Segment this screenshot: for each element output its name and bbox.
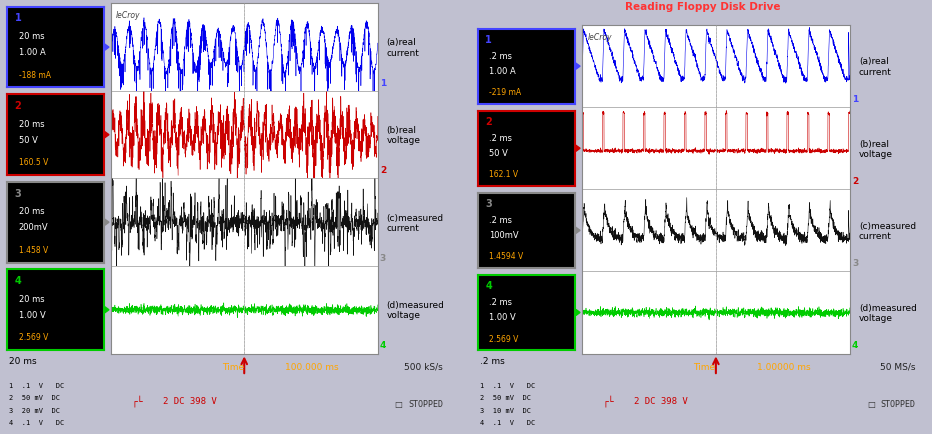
Text: 1: 1 [486, 35, 492, 45]
Text: (b)real
voltage: (b)real voltage [387, 126, 420, 145]
Text: 1.00 A: 1.00 A [19, 48, 46, 57]
Text: 2.569 V: 2.569 V [489, 334, 519, 343]
Text: 1.458 V: 1.458 V [19, 245, 48, 254]
Text: □: □ [867, 399, 875, 408]
Text: 2.569 V: 2.569 V [19, 332, 48, 342]
Text: Reading Floppy Disk Drive: Reading Floppy Disk Drive [624, 2, 780, 11]
Text: (a)real
current: (a)real current [387, 38, 419, 58]
Text: 4: 4 [852, 341, 858, 350]
Text: 1  .1  V   DC: 1 .1 V DC [480, 382, 535, 388]
Text: 1.4594 V: 1.4594 V [489, 252, 524, 261]
Polygon shape [104, 45, 109, 51]
Polygon shape [104, 220, 109, 226]
Text: Time: Time [222, 362, 244, 371]
Text: 4  .1  V   DC: 4 .1 V DC [9, 419, 64, 425]
Text: 4  .1  V   DC: 4 .1 V DC [480, 419, 535, 425]
Text: ┌└: ┌└ [131, 395, 143, 406]
Text: Time: Time [693, 362, 715, 371]
Polygon shape [576, 64, 580, 70]
Text: 1.00000 ms: 1.00000 ms [757, 362, 810, 371]
Text: 3: 3 [380, 253, 386, 262]
Text: -188 mA: -188 mA [19, 70, 50, 79]
Text: .2 ms: .2 ms [489, 52, 513, 61]
Text: 4: 4 [15, 276, 21, 286]
Text: 3  20 mV  DC: 3 20 mV DC [9, 407, 61, 413]
Text: 20 ms: 20 ms [9, 356, 36, 365]
Text: (c)measured
current: (c)measured current [859, 221, 916, 240]
Text: 162.1 V: 162.1 V [489, 170, 518, 179]
Polygon shape [104, 132, 109, 138]
Text: 4: 4 [486, 280, 492, 290]
Text: 20 ms: 20 ms [19, 119, 44, 128]
Text: 2: 2 [15, 101, 21, 111]
Text: 50 V: 50 V [489, 149, 508, 158]
Text: 50 V: 50 V [19, 135, 37, 145]
Text: (c)measured
current: (c)measured current [387, 213, 444, 232]
Polygon shape [576, 228, 580, 234]
Text: (d)measured
voltage: (d)measured voltage [387, 300, 445, 320]
Text: 1: 1 [852, 95, 858, 104]
Text: 50 MS/s: 50 MS/s [880, 362, 915, 371]
Text: .2 ms: .2 ms [489, 216, 513, 225]
Text: 500 kS/s: 500 kS/s [404, 362, 443, 371]
Text: 2  50 mV  DC: 2 50 mV DC [480, 394, 531, 400]
Polygon shape [576, 146, 580, 152]
Text: 1  .1  V   DC: 1 .1 V DC [9, 382, 64, 388]
Text: 1.00 V: 1.00 V [19, 310, 46, 319]
Text: 2  50 mV  DC: 2 50 mV DC [9, 394, 61, 400]
Text: 20 ms: 20 ms [19, 294, 44, 303]
Text: 20 ms: 20 ms [19, 207, 44, 216]
Text: 1.00 V: 1.00 V [489, 313, 516, 322]
Text: 3: 3 [852, 259, 858, 268]
Text: leCroy: leCroy [587, 33, 611, 42]
Text: ┌└: ┌└ [602, 395, 614, 406]
Text: 2: 2 [380, 166, 386, 174]
Text: (d)measured
voltage: (d)measured voltage [859, 303, 917, 322]
Text: 100mV: 100mV [489, 231, 519, 240]
Polygon shape [104, 307, 109, 313]
Text: -219 mA: -219 mA [489, 88, 521, 97]
Text: (b)real
voltage: (b)real voltage [859, 139, 893, 158]
Text: 3  10 mV  DC: 3 10 mV DC [480, 407, 531, 413]
Text: .2 ms: .2 ms [489, 298, 513, 307]
Text: 4: 4 [380, 340, 386, 349]
Text: 2: 2 [486, 117, 492, 127]
Polygon shape [576, 309, 580, 316]
Text: □: □ [394, 399, 403, 408]
Text: leCroy: leCroy [116, 11, 141, 20]
Text: 2 DC 398 V: 2 DC 398 V [163, 396, 216, 405]
Text: 1: 1 [15, 13, 21, 23]
Text: 200mV: 200mV [19, 223, 48, 232]
Text: 20 ms: 20 ms [19, 32, 44, 41]
Text: 3: 3 [15, 188, 21, 198]
Text: 160.5 V: 160.5 V [19, 158, 48, 167]
Text: 1: 1 [380, 78, 386, 87]
Text: 2: 2 [852, 177, 858, 186]
Text: 1.00 A: 1.00 A [489, 67, 516, 76]
Text: STOPPED: STOPPED [881, 399, 915, 408]
Text: STOPPED: STOPPED [408, 399, 443, 408]
Text: .2 ms: .2 ms [489, 134, 513, 143]
Text: 3: 3 [486, 199, 492, 209]
Text: .2 ms: .2 ms [480, 356, 504, 365]
Text: 100.000 ms: 100.000 ms [285, 362, 338, 371]
Text: 2 DC 398 V: 2 DC 398 V [634, 396, 688, 405]
Text: (a)real
current: (a)real current [859, 57, 892, 77]
